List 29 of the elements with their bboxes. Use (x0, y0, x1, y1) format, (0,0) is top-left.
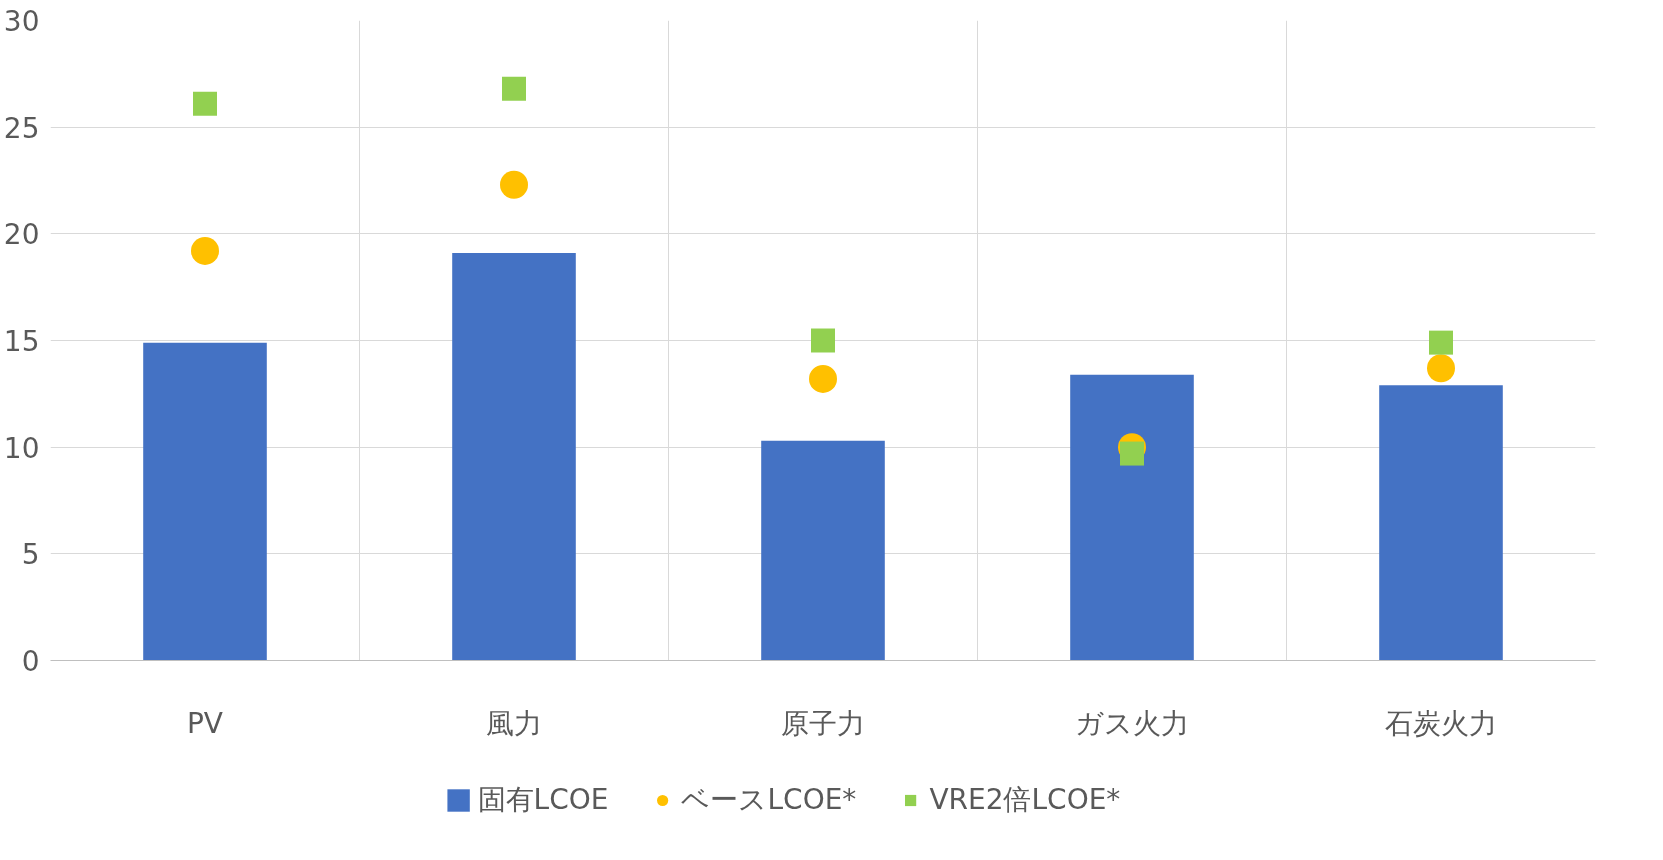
point (811, 328, 835, 353)
x-tick-label: 石炭火力 (1385, 706, 1497, 740)
legend-label: VRE2倍LCOE* (929, 782, 1121, 818)
y-tick-label: 0 (21, 645, 40, 678)
y-tick-label: 30 (3, 5, 40, 38)
point (193, 91, 217, 116)
point (1120, 441, 1144, 466)
point (502, 76, 526, 101)
y-tick-label: 20 (3, 218, 40, 252)
y-tick-label: 25 (3, 111, 40, 145)
legend-label: 固有LCOE (477, 782, 609, 818)
point (809, 364, 837, 393)
bar (452, 253, 576, 661)
x-tick-label: PV (186, 706, 224, 740)
bar (761, 440, 885, 661)
point (500, 170, 528, 199)
bar (143, 342, 267, 661)
bar (1070, 374, 1194, 661)
legend-label: ベースLCOE* (681, 782, 857, 818)
x-tick-label: 原子力 (781, 706, 865, 740)
point (1427, 354, 1455, 383)
y-tick-label: 15 (3, 325, 40, 358)
y-tick-label: 5 (21, 538, 40, 572)
point (191, 236, 219, 265)
bar (1379, 385, 1503, 661)
x-tick-label: 風力 (486, 706, 542, 740)
y-tick-label: 10 (3, 431, 40, 465)
x-tick-label: ガス火力 (1075, 706, 1189, 740)
point (1429, 330, 1453, 355)
